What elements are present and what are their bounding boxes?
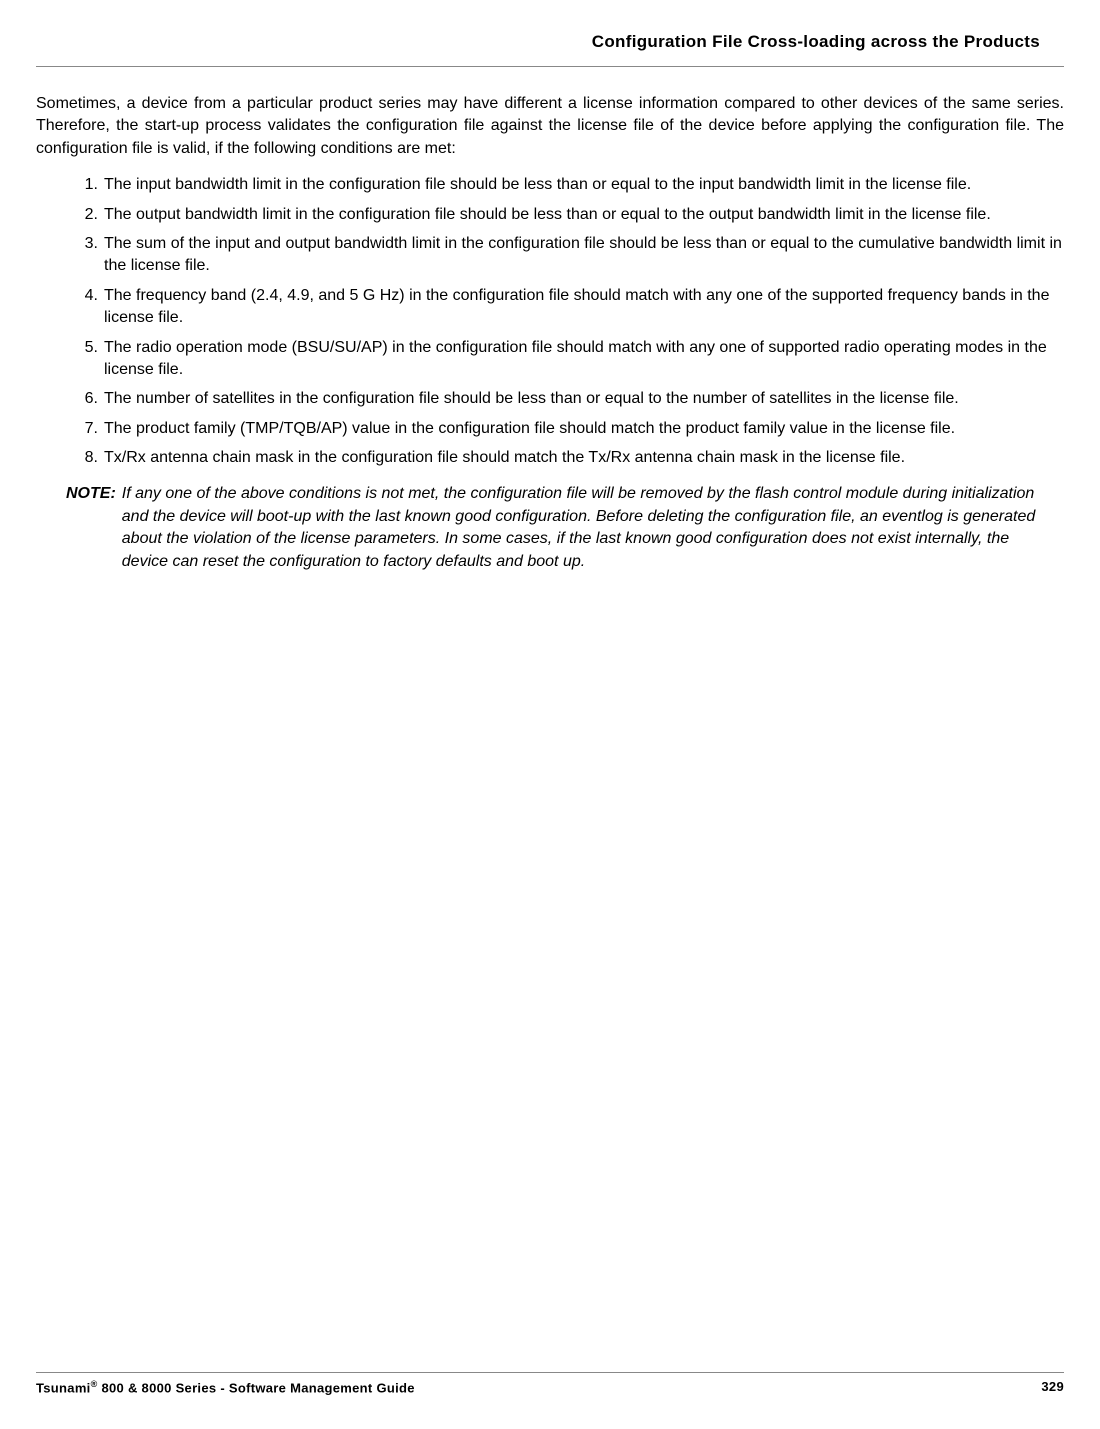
- registered-icon: ®: [91, 1379, 98, 1389]
- condition-item: The output bandwidth limit in the config…: [82, 204, 1064, 226]
- condition-item: The radio operation mode (BSU/SU/AP) in …: [82, 337, 1064, 382]
- condition-item: The product family (TMP/TQB/AP) value in…: [82, 418, 1064, 440]
- footer-guide-prefix: Tsunami: [36, 1380, 91, 1395]
- condition-item: Tx/Rx antenna chain mask in the configur…: [82, 447, 1064, 469]
- condition-item: The number of satellites in the configur…: [82, 388, 1064, 410]
- note-label: NOTE:: [66, 483, 122, 573]
- header-rule: [36, 66, 1064, 67]
- condition-item: The input bandwidth limit in the configu…: [82, 174, 1064, 196]
- page-container: Configuration File Cross-loading across …: [0, 0, 1100, 1429]
- intro-paragraph: Sometimes, a device from a particular pr…: [36, 93, 1064, 160]
- condition-item: The frequency band (2.4, 4.9, and 5 G Hz…: [82, 285, 1064, 330]
- note-text: If any one of the above conditions is no…: [122, 483, 1056, 573]
- page-footer: Tsunami® 800 & 8000 Series - Software Ma…: [36, 1372, 1064, 1395]
- footer-guide-title: Tsunami® 800 & 8000 Series - Software Ma…: [36, 1379, 415, 1395]
- footer-row: Tsunami® 800 & 8000 Series - Software Ma…: [36, 1379, 1064, 1395]
- conditions-list: The input bandwidth limit in the configu…: [36, 174, 1064, 469]
- note-block: NOTE: If any one of the above conditions…: [36, 483, 1064, 573]
- footer-page-number: 329: [1041, 1379, 1064, 1395]
- page-header-title: Configuration File Cross-loading across …: [36, 32, 1064, 52]
- footer-guide-suffix: 800 & 8000 Series - Software Management …: [98, 1380, 415, 1395]
- footer-rule: [36, 1372, 1064, 1373]
- condition-item: The sum of the input and output bandwidt…: [82, 233, 1064, 278]
